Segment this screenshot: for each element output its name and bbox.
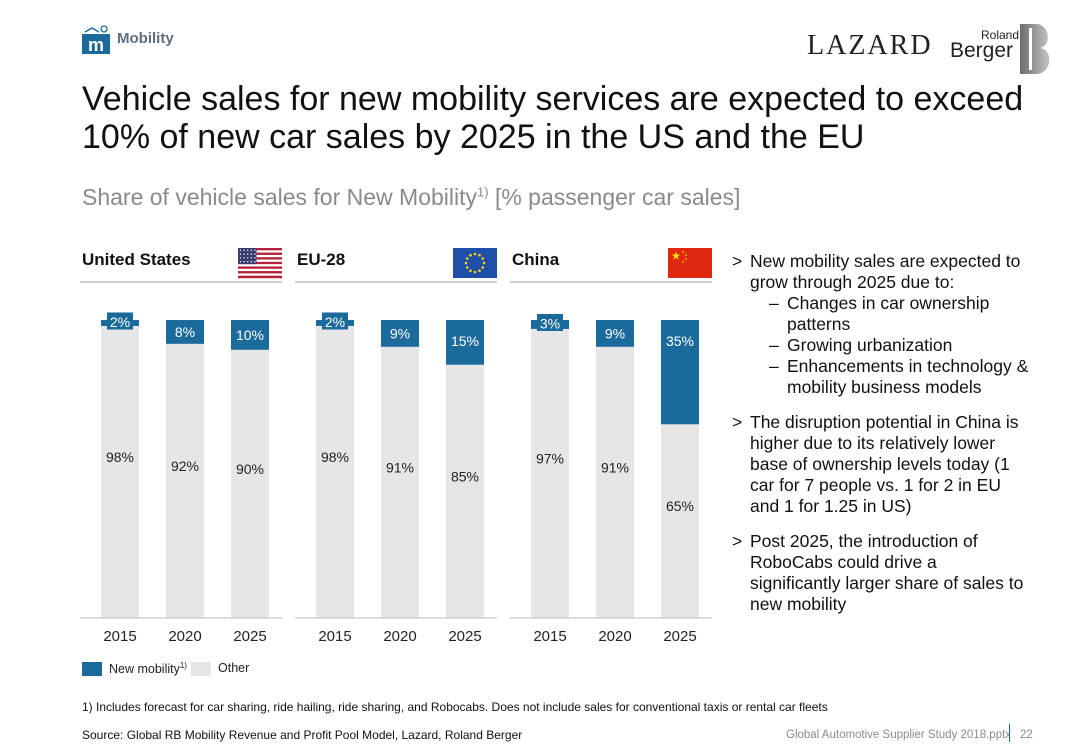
bullet-item: > Post 2025, the introduction of RoboCab… [732,531,1024,614]
bar-new-mobility [446,320,484,365]
bullet-item: > The disruption potential in China is h… [732,412,1019,516]
bullet-item: > New mobility sales are expected to gro… [732,251,1032,398]
bar-other [531,328,569,618]
data-label-box [107,312,133,330]
data-label-new-mobility: 10% [236,327,264,343]
source-note: Source: Global RB Mobility Revenue and P… [82,728,523,742]
sub-bullet-item: – Changes in car ownership patterns [769,293,990,334]
data-label-other: 98% [321,449,349,465]
china-flag-icon [668,248,712,278]
legend-label-other: Other [218,661,250,675]
bar-new-mobility [661,320,699,425]
data-label-other: 92% [171,458,199,474]
data-label-new-mobility: 2% [325,314,345,330]
footnote: 1) Includes forecast for car sharing, ri… [82,700,828,714]
bar-other [316,325,354,618]
data-label-box [322,312,348,330]
us-flag-icon [238,248,282,279]
panel-title-eu-28: EU-28 [297,250,345,269]
eu-flag-icon [453,248,497,278]
bar-other [381,346,419,618]
section-label: Mobility [117,30,174,47]
legend-label-new-mobility: New mobility1) [109,661,187,677]
data-label-new-mobility: 9% [605,325,625,341]
legend-swatch-other [191,662,211,676]
bar-other [446,364,484,618]
roland-berger-logo-line1: Roland [981,28,1020,42]
x-tick-label: 2020 [168,628,201,645]
data-label-new-mobility: 8% [175,324,195,340]
bar-other [166,343,204,618]
data-label-new-mobility: 2% [110,314,130,330]
bar-other [661,424,699,618]
data-label-other: 90% [236,461,264,477]
data-label-new-mobility: 15% [451,333,479,349]
page-number: 22 [1020,729,1033,741]
legend-swatch-new-mobility [82,662,102,676]
x-tick-label: 2025 [663,628,696,645]
bar-new-mobility [596,320,634,347]
lazard-logo: LAZARD [807,30,933,61]
roland-berger-logo-line2: Berger [950,39,1014,62]
x-tick-label: 2025 [233,628,266,645]
data-label-new-mobility: 35% [666,333,694,349]
bullet-list: > New mobility sales are expected to gro… [732,251,1032,629]
x-tick-label: 2020 [598,628,631,645]
bar-new-mobility [166,320,204,344]
x-tick-label: 2025 [448,628,481,645]
svg-text:m: m [88,35,104,54]
footer-divider [1009,724,1010,742]
panel-title-china: China [512,250,560,269]
mobility-section-icon: m [82,25,110,54]
x-tick-label: 2020 [383,628,416,645]
bar-other [231,349,269,618]
sub-bullet-item: – Enhancements in technology & mobility b… [769,356,1029,397]
x-tick-label: 2015 [533,628,566,645]
stacked-bar-chart: United States 2% 98% 2015 8% 92% 2020 10% 90% 202… [80,248,712,645]
data-label-other: 98% [106,449,134,465]
data-label-box [537,313,563,331]
bar-new-mobility [231,320,269,350]
chart-subtitle: Share of vehicle sales for New Mobility1… [82,184,741,210]
data-label-other: 91% [601,459,629,475]
data-label-other: 85% [451,468,479,484]
bar-other [101,325,139,618]
data-label-other: 97% [536,450,564,466]
data-label-new-mobility: 9% [390,325,410,341]
file-info: Global Automotive Supplier Study 2018.pp… [786,729,1012,741]
bar-new-mobility [381,320,419,347]
bar-other [596,346,634,618]
data-label-other: 91% [386,459,414,475]
sub-bullet-item: – Growing urbanization [769,335,953,355]
x-tick-label: 2015 [318,628,351,645]
page-title: Vehicle sales for new mobility services … [82,80,1024,156]
data-label-other: 65% [666,498,694,514]
data-label-new-mobility: 3% [540,315,560,331]
panel-title-united-states: United States [82,250,191,269]
x-tick-label: 2015 [103,628,136,645]
roland-berger-b-logo-icon [1020,24,1050,74]
